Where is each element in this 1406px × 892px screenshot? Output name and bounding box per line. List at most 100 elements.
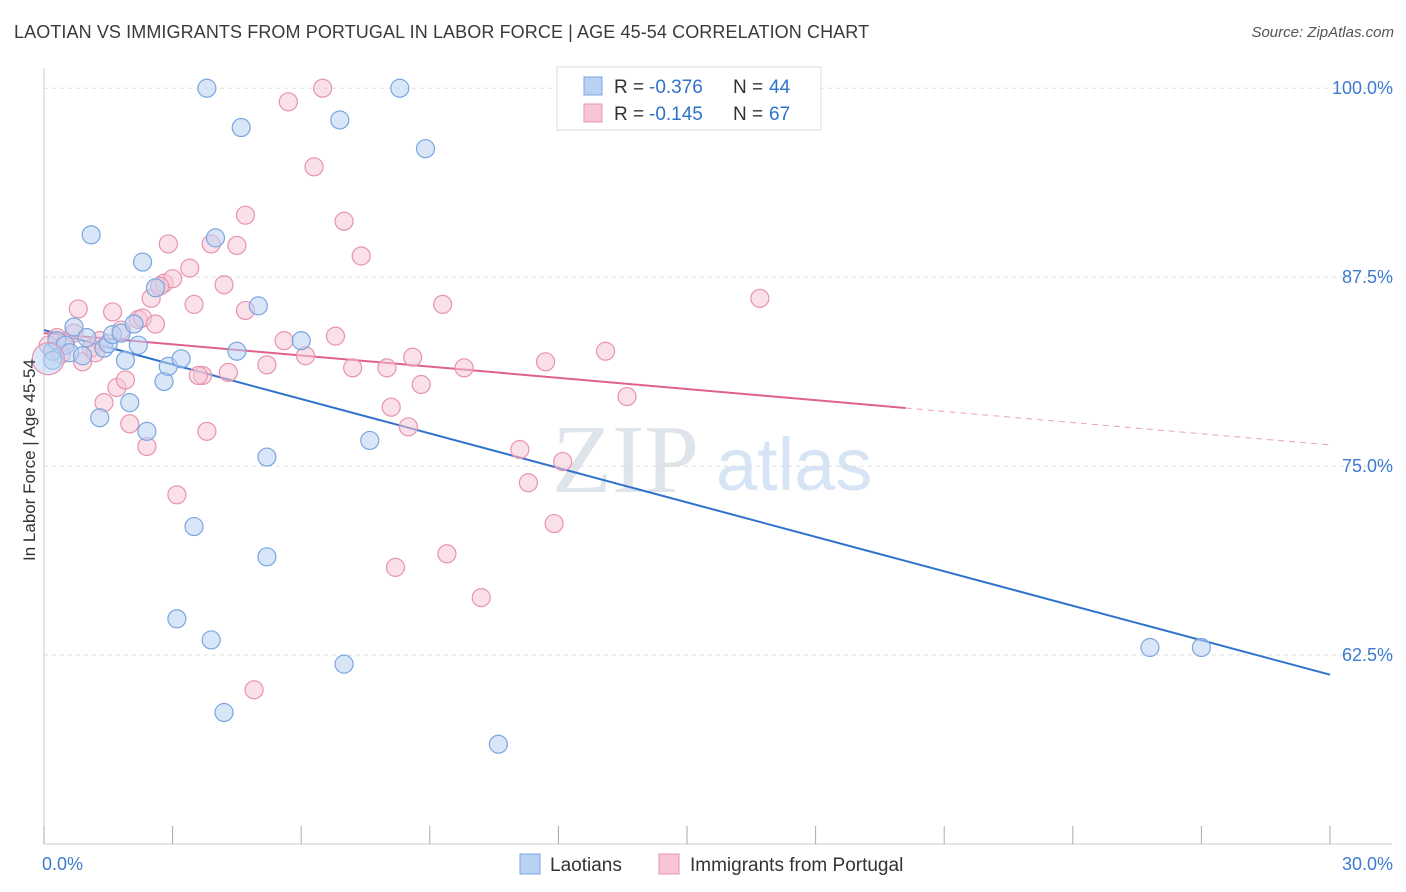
laotian-point-23 bbox=[171, 349, 191, 369]
laotian-point-13 bbox=[115, 350, 136, 370]
laotian-point-15 bbox=[124, 314, 144, 334]
portugal-point-47 bbox=[403, 347, 423, 367]
bottom-legend-swatch-laotians bbox=[519, 853, 541, 875]
laotian-point-38 bbox=[390, 78, 410, 98]
laotian-point-39 bbox=[415, 139, 436, 159]
bottom-legend-label-portugal: Immigrants from Portugal bbox=[690, 855, 903, 876]
bottom-legend-swatch-portugal bbox=[658, 853, 680, 875]
portugal-point-25 bbox=[197, 421, 217, 441]
laotian-point-28 bbox=[214, 702, 234, 723]
portugal-point-12 bbox=[120, 414, 140, 434]
legend-n-value-2: 67 bbox=[769, 104, 790, 125]
laotian-point-14 bbox=[120, 393, 140, 413]
laotian-point-25 bbox=[197, 78, 217, 98]
laotian-point-17 bbox=[132, 252, 153, 272]
x-tick-label-0: 0.0% bbox=[42, 854, 83, 874]
y-tick-label-3: 100.0% bbox=[1332, 78, 1393, 98]
y-axis-label: In Labor Force | Age 45-54 bbox=[20, 359, 39, 561]
legend-swatch-portugal bbox=[583, 103, 603, 123]
portugal-point-52 bbox=[471, 588, 491, 608]
portugal-point-43 bbox=[377, 358, 397, 378]
y-tick-label-2: 87.5% bbox=[1342, 267, 1393, 287]
laotian-point-18 bbox=[137, 421, 157, 441]
watermark-zip: ZIP bbox=[552, 406, 699, 514]
axes bbox=[43, 68, 1392, 845]
laotian-point-7 bbox=[81, 225, 101, 245]
cluster-point bbox=[31, 342, 65, 376]
laotian-point-5 bbox=[72, 346, 93, 366]
portugal-point-27 bbox=[214, 275, 234, 295]
portugal-point-37 bbox=[304, 157, 324, 177]
portugal-point-39 bbox=[325, 326, 346, 346]
laotian-point-19 bbox=[145, 278, 166, 298]
gridlines bbox=[44, 87, 1392, 656]
laotian-point-29 bbox=[227, 341, 247, 361]
legend-r-value-2: -0.145 bbox=[649, 104, 703, 125]
laotian-point-42 bbox=[1191, 637, 1212, 658]
portugal-point-8 bbox=[102, 302, 123, 322]
laotian-point-33 bbox=[257, 547, 277, 567]
watermark: ZIP atlas bbox=[552, 406, 872, 514]
portugal-point-42 bbox=[351, 246, 371, 266]
laotian-point-31 bbox=[248, 296, 268, 316]
portugal-point-59 bbox=[617, 386, 637, 407]
trend-line-dashed-1 bbox=[905, 407, 1331, 446]
source-credit: Source: ZipAtlas.com bbox=[1251, 24, 1394, 41]
portugal-point-31 bbox=[235, 205, 256, 225]
portugal-point-22 bbox=[180, 258, 200, 278]
portugal-point-66 bbox=[188, 365, 208, 386]
laotian-point-40 bbox=[488, 734, 508, 754]
portugal-point-34 bbox=[274, 331, 294, 351]
laotian-point-6 bbox=[77, 328, 97, 348]
portugal-point-17 bbox=[145, 314, 166, 334]
portugal-point-48 bbox=[411, 374, 431, 395]
portugal-point-11 bbox=[115, 370, 136, 390]
portugal-point-28 bbox=[218, 362, 238, 382]
portugal-point-44 bbox=[381, 397, 401, 417]
laotian-point-24 bbox=[184, 516, 204, 537]
laotian-point-8 bbox=[90, 408, 110, 428]
portugal-point-35 bbox=[278, 92, 298, 112]
portugal-point-57 bbox=[553, 451, 573, 472]
portugal-point-38 bbox=[313, 78, 333, 98]
portugal-point-49 bbox=[437, 544, 457, 564]
legend-r-label-1: R = bbox=[614, 77, 644, 98]
portugal-point-61 bbox=[750, 288, 770, 308]
laotian-point-26 bbox=[201, 630, 221, 650]
legend-n-value-1: 44 bbox=[769, 77, 791, 98]
laotian-point-35 bbox=[330, 110, 350, 130]
portugal-point-46 bbox=[398, 417, 418, 437]
portugal-point-54 bbox=[518, 473, 538, 493]
laotian-point-37 bbox=[360, 430, 380, 451]
portugal-point-58 bbox=[595, 341, 616, 361]
portugal-point-3 bbox=[68, 299, 88, 319]
legend-n-label-2: N = bbox=[733, 104, 763, 125]
x-tick-label-1: 30.0% bbox=[1342, 854, 1393, 874]
y-tick-label-0: 62.5% bbox=[1342, 645, 1393, 665]
legend-swatch-laotians bbox=[583, 76, 603, 96]
portugal-point-40 bbox=[334, 211, 354, 231]
top-legend: R = -0.376 N = 44 R = -0.145 N = 67 bbox=[556, 66, 822, 131]
portugal-point-50 bbox=[433, 294, 453, 314]
legend-n-label-1: N = bbox=[733, 77, 763, 98]
data-points bbox=[31, 78, 1212, 754]
tick-labels: 62.5% 75.0% 87.5% 100.0% 0.0% 30.0% bbox=[42, 78, 1393, 874]
portugal-point-19 bbox=[158, 234, 178, 254]
laotian-point-36 bbox=[334, 654, 354, 674]
laotian-point-41 bbox=[1140, 637, 1160, 658]
portugal-point-32 bbox=[244, 680, 264, 700]
trend-line-solid-1 bbox=[43, 332, 906, 410]
trend-lines bbox=[43, 329, 1331, 676]
legend-r-label-2: R = bbox=[614, 104, 644, 125]
laotian-point-4 bbox=[64, 317, 84, 337]
portugal-point-56 bbox=[544, 513, 564, 534]
trend-line-solid-0 bbox=[43, 329, 1331, 676]
portugal-point-41 bbox=[343, 358, 363, 378]
portugal-point-51 bbox=[454, 358, 474, 378]
watermark-atlas: atlas bbox=[716, 423, 872, 506]
chart-title: LAOTIAN VS IMMIGRANTS FROM PORTUGAL IN L… bbox=[14, 22, 870, 42]
laotian-point-27 bbox=[205, 228, 226, 248]
portugal-point-21 bbox=[167, 485, 187, 505]
laotian-point-34 bbox=[291, 331, 311, 351]
